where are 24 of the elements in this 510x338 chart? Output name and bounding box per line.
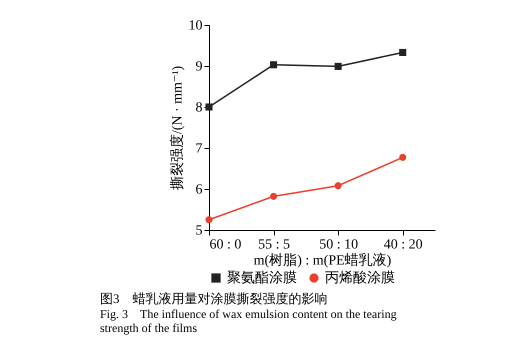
point: [270, 192, 278, 200]
y-tick-label: 10: [188, 18, 202, 34]
text: 图3 蜡乳液用量对涂膜撕裂强度的影响: [100, 291, 328, 306]
point: [334, 62, 342, 70]
y-tick-label: 5: [196, 224, 202, 238]
x-tick-label: 60 : 0: [210, 238, 242, 252]
x-tick-label: 50 : 10: [319, 238, 358, 252]
point: [205, 103, 213, 111]
y-tick-label: 8: [196, 100, 202, 116]
point: [334, 182, 342, 190]
y-axis-title: 撕裂强度/(N · mm⁻¹): [170, 65, 186, 190]
y-tick-label: 7: [196, 142, 202, 156]
point: [399, 154, 406, 161]
legend-label: 丙烯酸涂膜: [325, 270, 395, 286]
x-tick-label: 40 : 20: [384, 238, 423, 252]
text: Fig. 3 The influence of wax emulsion content on the tearing strength of the films: [100, 307, 397, 335]
y-tick-label: 9: [196, 60, 202, 74]
y-tick-label: 6: [196, 182, 202, 198]
point: [205, 216, 213, 224]
x-axis-title: m(树脂) : m(PE蜡乳液): [254, 252, 392, 268]
x-tick-label: 55 : 5: [258, 238, 290, 252]
point: [399, 48, 406, 56]
point: [270, 61, 278, 68]
legend-label: 聚氨酯涂膜: [227, 270, 297, 286]
